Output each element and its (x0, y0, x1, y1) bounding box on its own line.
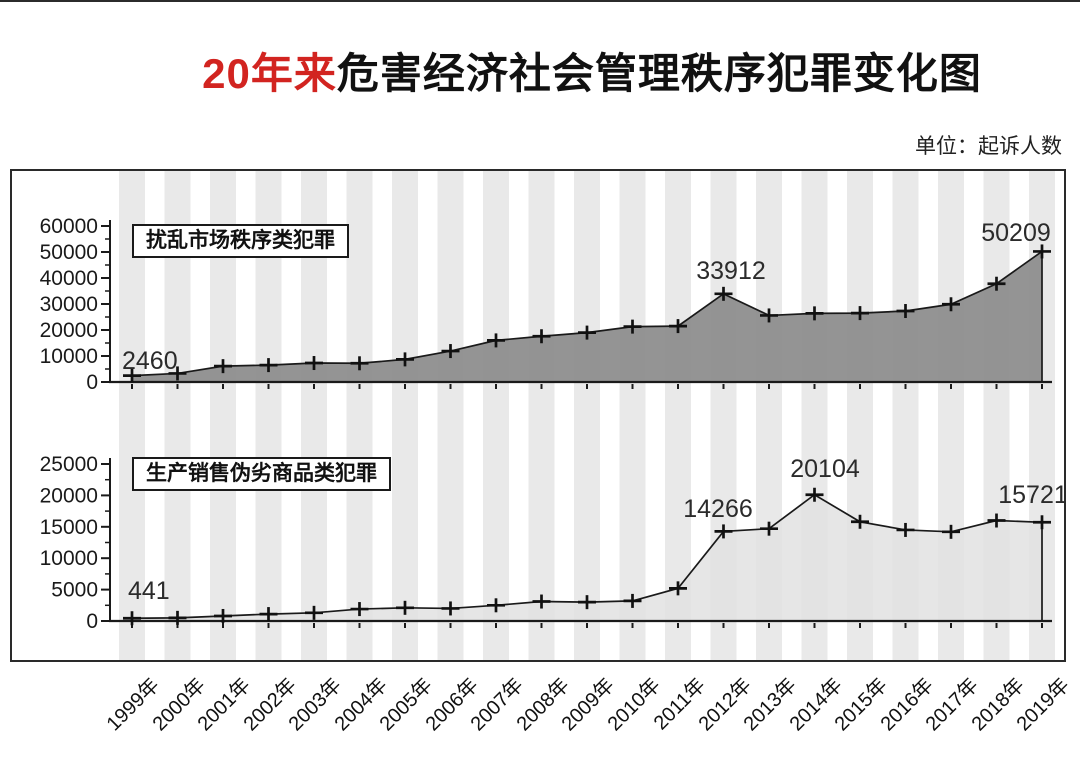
counterfeit-goods-area (132, 494, 1042, 621)
year-stripe (619, 171, 646, 660)
top-border-rule (0, 0, 1080, 2)
year-stripe (528, 171, 555, 660)
year-stripe (437, 171, 464, 660)
data-label: 50209 (981, 219, 1051, 247)
data-label: 15721 (998, 481, 1064, 509)
legend-counterfeit-goods-crimes: 生产销售伪劣商品类犯罪 (132, 457, 391, 491)
year-stripe (483, 171, 509, 660)
year-stripe (574, 171, 600, 660)
y-tick-label: 10000 (40, 547, 98, 570)
chart-box: 0 10000 20000 30000 40000 50000 60000 2460 33912… (10, 169, 1066, 662)
y-tick-label: 40000 (40, 267, 98, 290)
y-tick-label: 50000 (40, 241, 98, 264)
data-label: 14266 (683, 495, 753, 523)
y-tick-label: 10000 (40, 345, 98, 368)
data-label: 20104 (790, 455, 860, 483)
y-tick-label: 0 (86, 371, 98, 394)
data-label: 33912 (696, 257, 766, 285)
page-title: 20年来危害经济社会管理秩序犯罪变化图 (0, 40, 1080, 101)
y-tick-label: 60000 (40, 215, 98, 238)
y-tick-label: 20000 (40, 484, 98, 507)
y-tick-label: 5000 (51, 579, 98, 602)
y-tick-label: 20000 (40, 319, 98, 342)
year-stripe (392, 171, 418, 660)
data-label: 441 (128, 577, 170, 605)
legend-market-order-crimes: 扰乱市场秩序类犯罪 (132, 224, 349, 258)
title-highlight: 20年来 (202, 50, 337, 97)
y-tick-label: 25000 (40, 453, 98, 476)
y-tick-label: 0 (86, 610, 98, 633)
year-stripe (346, 171, 373, 660)
data-label: 2460 (122, 347, 178, 375)
series-line (131, 249, 1043, 382)
market-order-area (132, 251, 1042, 382)
x-axis-labels: 1999年 2000年 2001年 2002年 2003年 2004年 2005年 2006年… (0, 658, 1080, 758)
y-tick-label: 15000 (40, 516, 98, 539)
series-line (131, 493, 1043, 621)
y-tick-label: 30000 (40, 293, 98, 316)
unit-label: 单位：起诉人数 (915, 135, 1062, 158)
title-rest: 危害经济社会管理秩序犯罪变化图 (336, 50, 982, 97)
